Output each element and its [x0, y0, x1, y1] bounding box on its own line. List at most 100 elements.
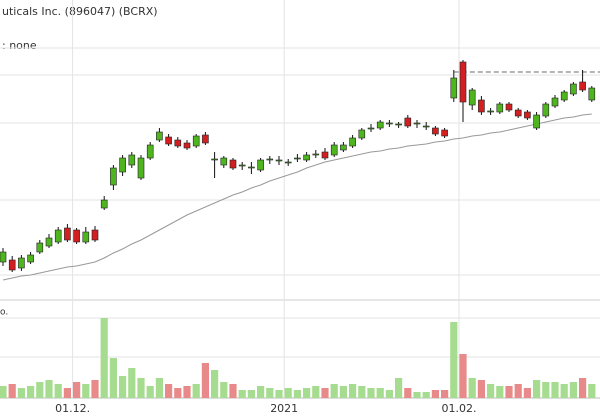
- candle-body: [588, 87, 596, 101]
- candle-body: [542, 103, 550, 117]
- volume-bar: [137, 378, 145, 398]
- volume-bar: [266, 388, 274, 398]
- volume-bar: [201, 363, 209, 398]
- volume-bar: [560, 384, 568, 398]
- candle-body: [432, 127, 439, 135]
- volume-bar: [542, 382, 550, 398]
- candle-body: [441, 129, 448, 137]
- candle-body: [404, 117, 412, 127]
- volume-bar: [183, 386, 191, 398]
- volume-bar: [73, 382, 81, 398]
- volume-bar: [63, 388, 71, 398]
- candle-body: [8, 259, 16, 271]
- volume-bar: [247, 390, 255, 398]
- candle-body: [119, 157, 126, 173]
- candle-body: [496, 103, 504, 113]
- candle-body: [0, 251, 7, 263]
- volume-bar: [431, 390, 439, 398]
- candle-body: [294, 157, 301, 160]
- volume-bar: [579, 378, 587, 398]
- volume-bar: [27, 386, 35, 398]
- volume-bar: [17, 388, 25, 398]
- volume-bar: [459, 354, 467, 398]
- candle-body: [229, 159, 237, 169]
- volume-bar: [238, 390, 246, 398]
- candle-body: [395, 123, 402, 126]
- candle-body: [211, 158, 218, 161]
- candle-body: [18, 257, 25, 269]
- volume-bar: [0, 386, 7, 398]
- volume-bar: [349, 384, 357, 398]
- volume-bar: [422, 392, 430, 398]
- candle-body: [266, 158, 274, 161]
- chart-title: uticals Inc. (896047) (BCRX): [2, 5, 158, 18]
- volume-bar: [413, 392, 421, 398]
- candle-body: [146, 144, 154, 159]
- volume-bar: [146, 386, 154, 398]
- volume-bar: [100, 318, 108, 398]
- candle-body: [257, 159, 264, 171]
- volume-bar: [468, 378, 476, 398]
- volume-bar: [441, 390, 449, 398]
- volume-bar: [367, 388, 375, 398]
- candle-body: [303, 154, 310, 161]
- candle-body: [36, 242, 44, 253]
- candle-body: [202, 134, 209, 144]
- candle-body: [45, 237, 53, 247]
- candle-body: [183, 142, 191, 149]
- volume-bar: [505, 386, 513, 398]
- candle-body: [340, 144, 347, 151]
- volume-bar: [496, 386, 504, 398]
- candle-body: [275, 159, 283, 162]
- candle-body: [478, 99, 485, 113]
- volume-bar: [91, 380, 99, 398]
- moving-average-line: [2, 113, 592, 281]
- volume-bar: [523, 388, 531, 398]
- volume-bar: [8, 384, 16, 398]
- candle-body: [487, 110, 494, 113]
- volume-bar: [165, 384, 173, 398]
- candle-body: [358, 129, 366, 139]
- volume-bar: [54, 384, 62, 398]
- volume-bar: [155, 378, 163, 398]
- candle-body: [156, 131, 163, 141]
- volume-bar: [376, 388, 384, 398]
- candle-body: [174, 139, 182, 147]
- candle-body: [238, 164, 246, 167]
- candle-body: [330, 144, 338, 156]
- volume-bar: [220, 382, 228, 398]
- volume-bar: [385, 390, 393, 398]
- candle-body: [192, 135, 200, 147]
- volume-bar: [109, 358, 117, 398]
- candle-body: [312, 153, 320, 156]
- candle-body: [422, 125, 430, 128]
- candle-body: [533, 114, 540, 129]
- volume-bar: [569, 382, 577, 398]
- candle-body: [137, 157, 145, 179]
- volume-bar: [339, 386, 347, 398]
- candle-body: [248, 166, 255, 169]
- candle-body: [54, 229, 62, 243]
- volume-bar: [358, 386, 366, 398]
- candle-body: [349, 137, 356, 147]
- volume-bar: [293, 390, 301, 398]
- volume-bar: [312, 386, 320, 398]
- volume-bar: [192, 384, 200, 398]
- volume-bar: [514, 384, 522, 398]
- volume-bar: [487, 384, 495, 398]
- volume-bar: [45, 380, 53, 398]
- candle-body: [73, 229, 80, 243]
- volume-bar: [404, 388, 412, 398]
- volume-bar: [284, 388, 292, 398]
- candle-body: [468, 89, 476, 106]
- candle-body: [27, 254, 34, 263]
- candle-body: [570, 83, 577, 95]
- candle-body: [100, 199, 108, 209]
- candle-body: [376, 121, 384, 129]
- candle-body: [110, 167, 117, 186]
- volume-label: o.: [0, 308, 8, 318]
- candle-body: [551, 97, 559, 107]
- candle-body: [514, 109, 522, 117]
- candle-body: [367, 127, 375, 130]
- candle-body: [386, 122, 393, 125]
